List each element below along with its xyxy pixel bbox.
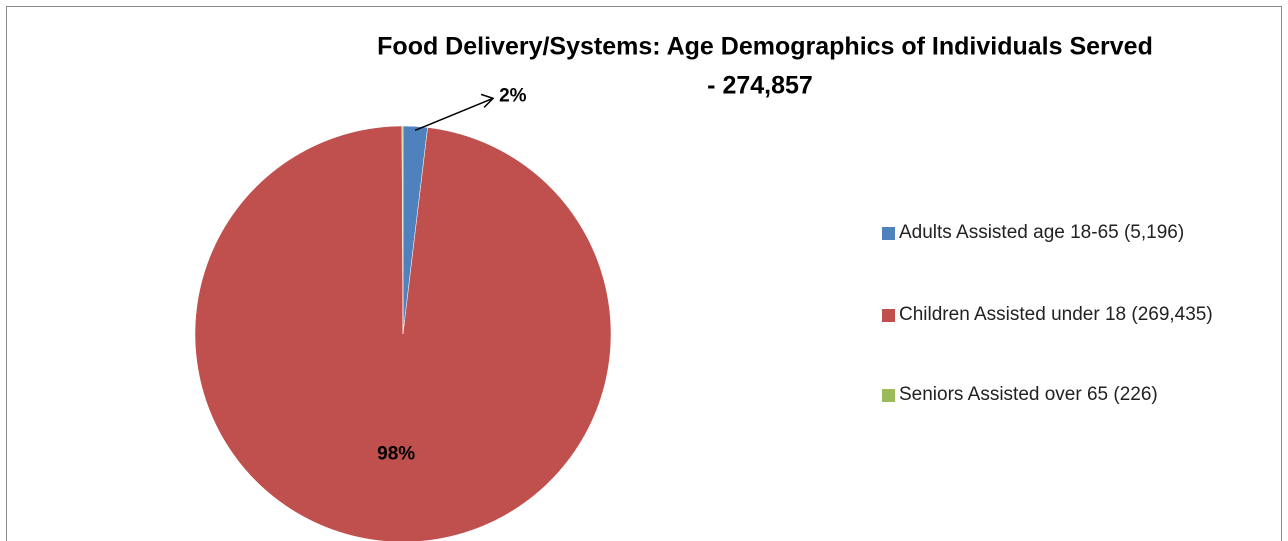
chart-title: Food Delivery/Systems: Age Demographics … bbox=[377, 33, 1153, 61]
data-label: 98% bbox=[377, 443, 415, 464]
data-label: 2% bbox=[499, 85, 527, 106]
label-arrow bbox=[414, 97, 494, 132]
legend-entry: Seniors Assisted over 65 (226) bbox=[882, 383, 1262, 407]
legend-label: Children Assisted under 18 (269,435) bbox=[899, 304, 1213, 325]
chart-title: - 274,857 bbox=[707, 72, 813, 100]
legend-label: Seniors Assisted over 65 (226) bbox=[899, 384, 1158, 405]
legend-swatch bbox=[882, 227, 895, 240]
pie-slice bbox=[194, 125, 612, 541]
arrow-head bbox=[480, 93, 495, 108]
legend-swatch bbox=[882, 309, 895, 322]
legend-swatch bbox=[882, 389, 895, 402]
legend-entry: Adults Assisted age 18-65 (5,196) bbox=[882, 221, 1262, 245]
chart-border bbox=[6, 6, 1282, 541]
legend-label: Adults Assisted age 18-65 (5,196) bbox=[899, 222, 1185, 243]
pie-slice bbox=[401, 125, 404, 335]
legend-entry: Children Assisted under 18 (269,435) bbox=[882, 303, 1262, 327]
